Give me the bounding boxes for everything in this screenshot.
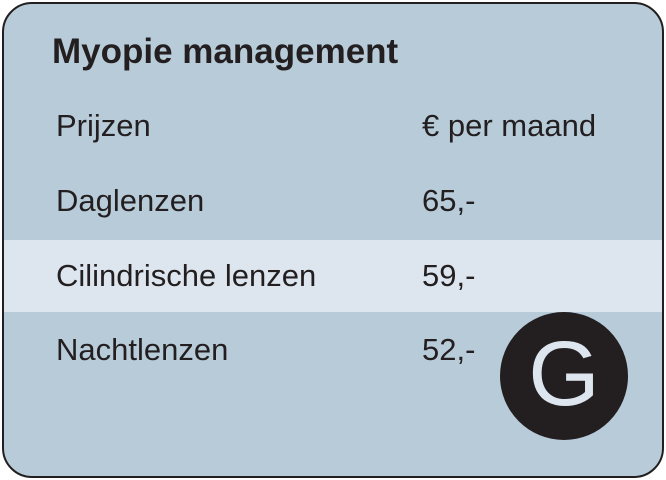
table-row-daglenzen: Daglenzen 65,-	[4, 165, 662, 237]
row-name: Nachtlenzen	[56, 332, 229, 367]
table-row-cilindrische-lenzen: Cilindrische lenzen 59,-	[4, 240, 662, 312]
header-name: Prijzen	[56, 108, 151, 143]
row-name: Daglenzen	[56, 183, 205, 218]
table-header-row: Prijzen € per maand	[4, 90, 662, 162]
card-title: Myopie management	[52, 32, 399, 71]
row-price: 59,-	[422, 258, 476, 293]
table-row-nachtlenzen: Nachtlenzen 52,-	[4, 314, 662, 386]
row-price: 52,-	[422, 332, 476, 367]
category-badge: G	[500, 312, 628, 440]
row-name: Cilindrische lenzen	[56, 258, 317, 293]
badge-letter: G	[528, 323, 600, 425]
row-price: 65,-	[422, 183, 476, 218]
header-price: € per maand	[422, 108, 597, 143]
